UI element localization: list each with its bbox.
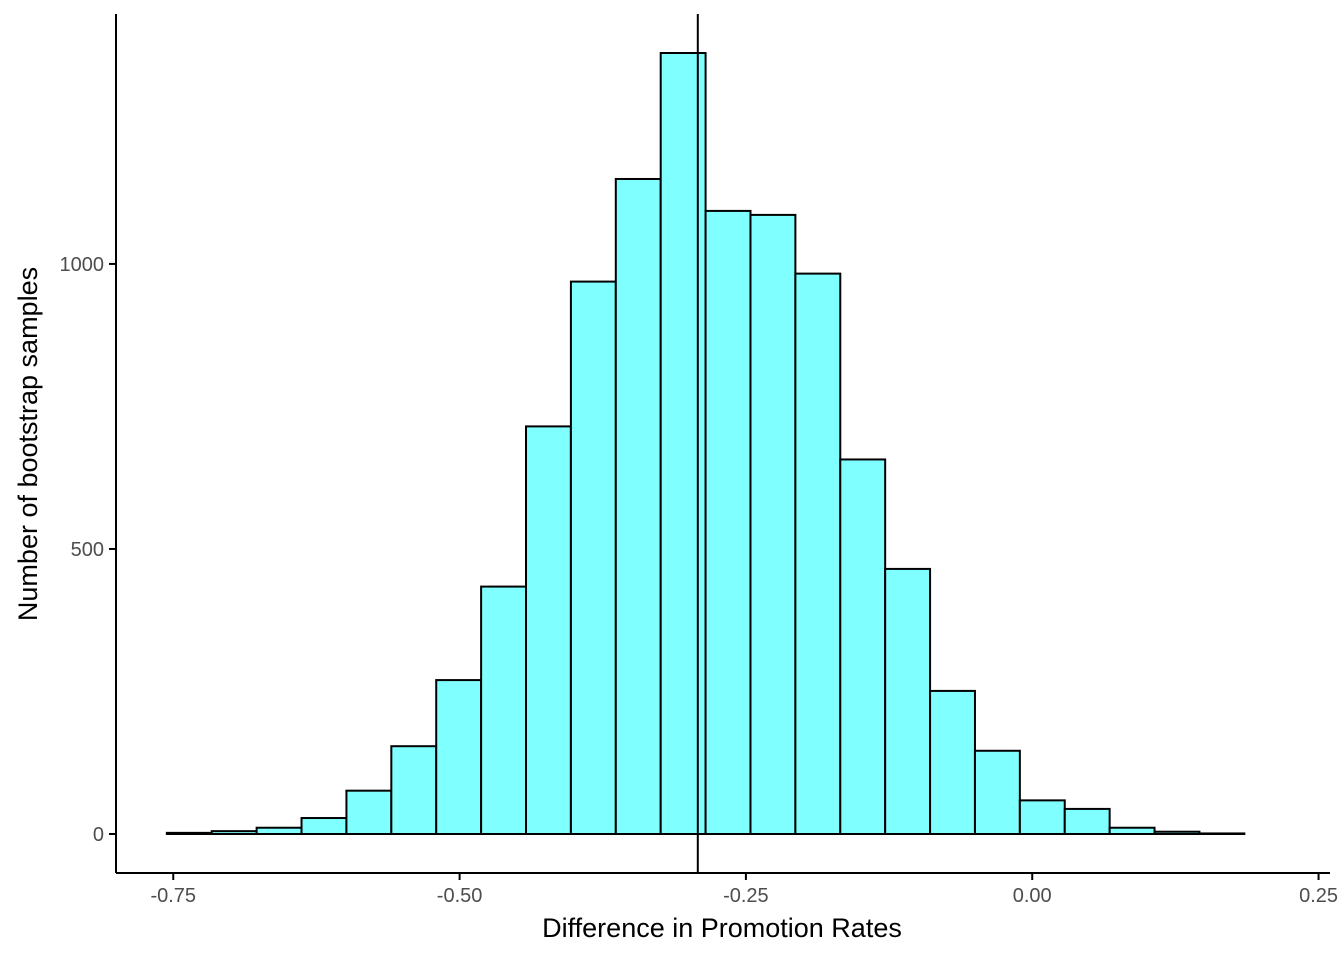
x-axis-ticks: -0.75 -0.50 -0.25 0.00 0.25 (150, 873, 1338, 907)
histogram-bar (1063, 807, 1111, 836)
x-tick-label: 0.00 (1013, 885, 1052, 907)
histogram-bar (614, 177, 662, 835)
x-tick-label: -0.75 (150, 885, 196, 907)
histogram-bar (973, 749, 1021, 836)
histogram-bar (749, 213, 797, 835)
histogram-bar (300, 817, 348, 836)
x-axis-title: Difference in Promotion Rates (542, 913, 902, 943)
y-tick-label: 1000 (60, 254, 105, 276)
histogram-bar (345, 789, 393, 835)
x-tick-label: 0.25 (1299, 885, 1338, 907)
histogram-bar (794, 272, 842, 836)
histogram-bar (390, 745, 438, 835)
x-tick-label: -0.25 (723, 885, 769, 907)
histogram-bars (165, 52, 1246, 836)
histogram-bar (884, 567, 932, 836)
y-axis-title: Number of bootstrap samples (13, 267, 43, 621)
x-tick-label: -0.50 (437, 885, 483, 907)
histogram-bar (839, 458, 887, 835)
histogram-bar (525, 425, 572, 835)
histogram-bar (1153, 830, 1201, 836)
histogram-bar (1108, 826, 1156, 835)
histogram-bar (435, 679, 483, 836)
histogram-bar (1198, 832, 1246, 836)
histogram-bar (704, 209, 752, 835)
y-axis-ticks: 0 500 1000 (60, 254, 116, 846)
histogram-bar (480, 585, 528, 835)
histogram-bar (255, 826, 303, 835)
histogram-bar (659, 52, 707, 835)
histogram-bar (165, 831, 213, 836)
y-tick-label: 0 (93, 824, 104, 846)
histogram-bar (929, 689, 976, 835)
histogram-bar (569, 280, 617, 836)
histogram-bar (210, 830, 258, 836)
y-tick-label: 500 (71, 539, 104, 561)
histogram-bar (1018, 799, 1066, 836)
